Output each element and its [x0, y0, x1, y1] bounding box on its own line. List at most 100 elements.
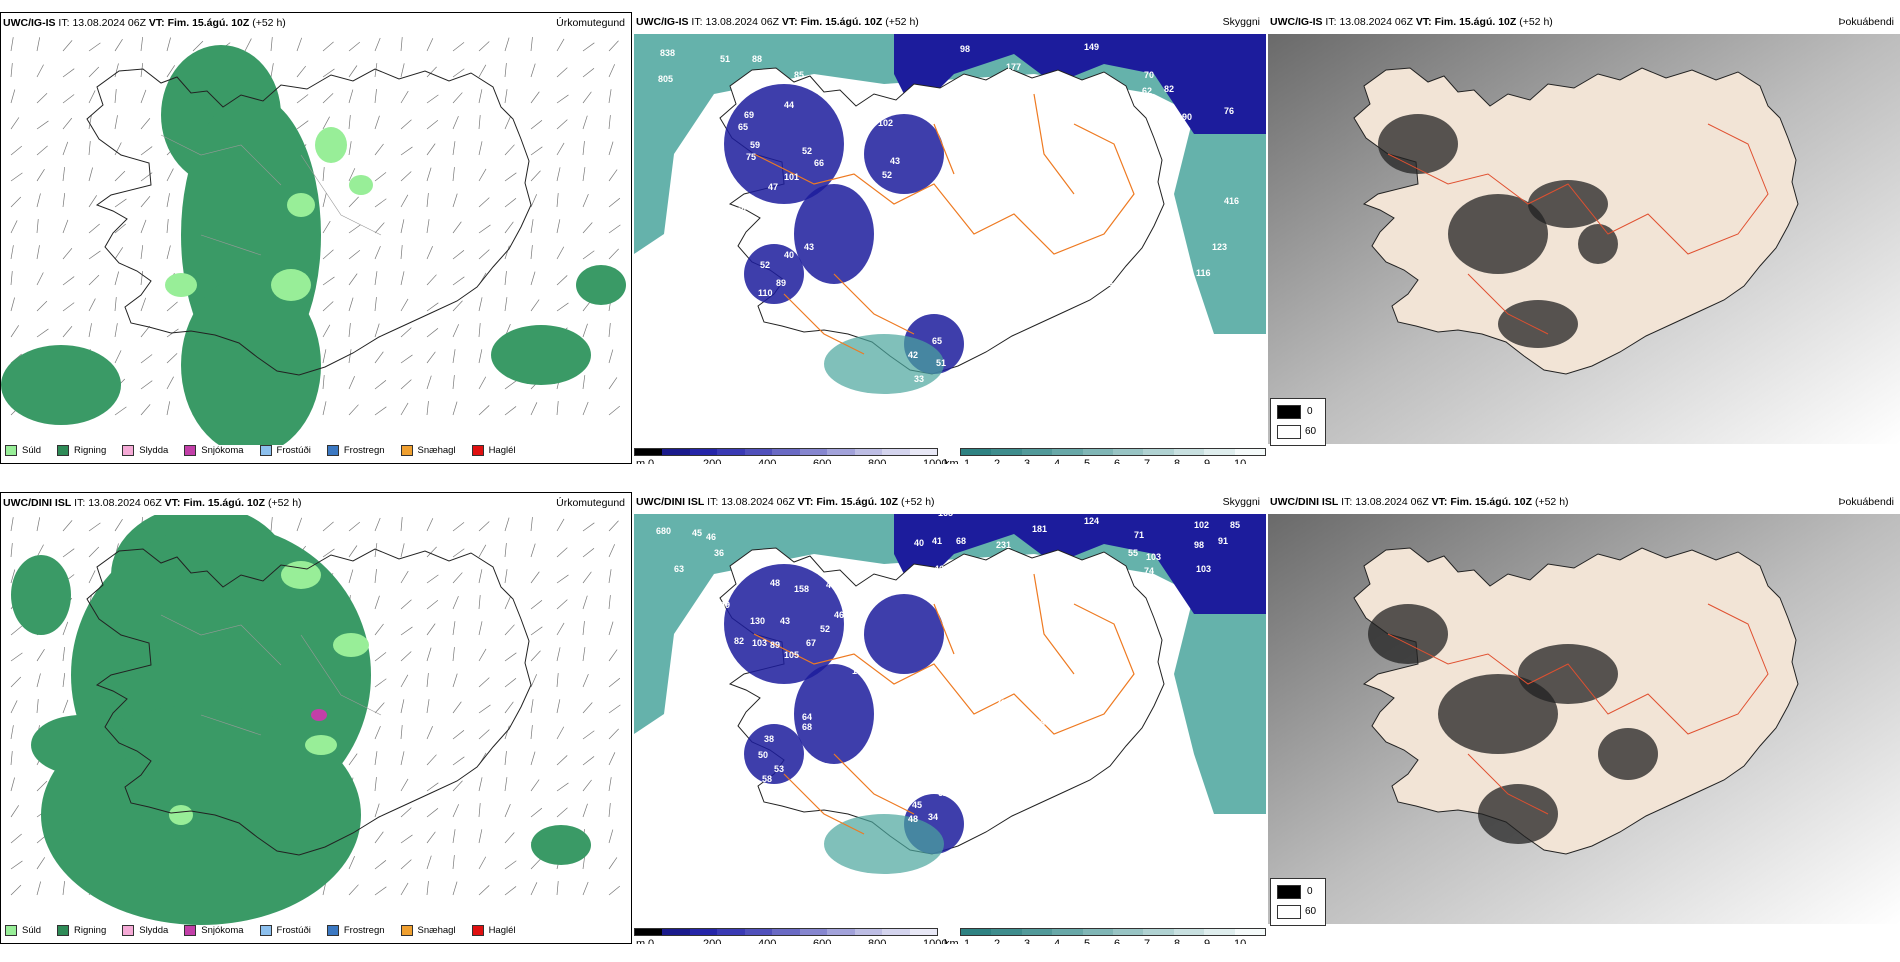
visibility-value-label: 82	[734, 636, 744, 646]
visibility-scale-tick: 8	[1174, 458, 1180, 464]
visibility-value-label: 90	[1182, 112, 1192, 122]
visibility-value-label: 82	[1164, 84, 1174, 94]
visibility-scale-bar	[960, 448, 1266, 456]
legend-label: Slydda	[139, 445, 168, 456]
panel-title: Úrkomutegund	[556, 496, 625, 510]
precip-legend-item: Snæhagl	[401, 925, 456, 936]
visibility-value-label: 85	[794, 70, 804, 80]
visibility-scales: m 0 200 400 600 800 1000 km 1 2 3 4 5 6 7 8 9 10	[634, 916, 1266, 944]
visibility-value-label: 48	[908, 814, 918, 824]
visibility-scale-tick: 4	[1054, 458, 1060, 464]
legend-swatch	[327, 445, 339, 456]
panel-title: Skyggni	[1223, 495, 1260, 509]
visibility-value-label: 47	[768, 182, 778, 192]
panel-header: UWC/IG-IS IT: 13.08.2024 06Z VT: Fim. 15…	[1270, 15, 1898, 29]
fog-legend: 0 60	[1270, 398, 1326, 446]
panel-title: Þokuábendi	[1839, 15, 1894, 29]
visibility-value-label: 101	[784, 172, 799, 182]
visibility-value-label: 68	[802, 722, 812, 732]
fog-map	[1268, 34, 1900, 444]
visibility-value-label: 81	[978, 266, 988, 276]
visibility-value-label: 123	[1212, 242, 1227, 252]
legend-swatch	[472, 445, 484, 456]
visibility-scales: m 0 200 400 600 800 1000 km 1 2 3 4 5 6 7 8 9 10	[634, 436, 1266, 464]
visibility-value-label: 62	[932, 582, 942, 592]
visibility-value-label: 50	[758, 750, 768, 760]
visibility-value-label: 62	[1142, 86, 1152, 96]
visibility-scale-tick: 3	[1024, 938, 1030, 944]
visibility-value-label: 58	[762, 774, 772, 784]
visibility-value-label: 53	[774, 764, 784, 774]
visibility-value-label: 45	[912, 800, 922, 810]
legend-label: Haglél	[489, 445, 516, 456]
height-scale-unit: m	[636, 458, 645, 464]
visibility-value-label: 41	[932, 536, 942, 546]
visibility-value-label: 130	[750, 616, 765, 626]
legend-swatch	[184, 925, 196, 936]
visibility-value-label: 40	[784, 250, 794, 260]
visibility-value-label: 103	[752, 638, 767, 648]
visibility-scale-bar	[960, 928, 1266, 936]
visibility-value-label: 177	[1006, 62, 1021, 72]
precip-legend-item: Súld	[5, 925, 41, 936]
height-scale-tick: 0	[648, 938, 654, 944]
legend-swatch	[57, 925, 69, 936]
visibility-value-label: 45	[692, 528, 702, 538]
visibility-value-label: 40	[746, 676, 756, 686]
visibility-scale-tick: 5	[1084, 458, 1090, 464]
visibility-value-label: 55	[884, 258, 894, 268]
visibility-value-label: 76	[1224, 106, 1234, 116]
visibility-value-label: 107	[974, 252, 989, 262]
legend-label: Snæhagl	[418, 925, 456, 936]
visibility-value-label: 158	[794, 584, 809, 594]
precip-type-panel: UWC/DINI ISL IT: 13.08.2024 06Z VT: Fim.…	[0, 492, 632, 944]
visibility-value-label: 46	[746, 82, 756, 92]
visibility-value-label: 168	[1098, 278, 1113, 288]
visibility-scale-tick: 6	[1114, 938, 1120, 944]
legend-swatch	[327, 925, 339, 936]
visibility-value-label: 64	[802, 712, 812, 722]
legend-swatch	[122, 925, 134, 936]
visibility-value-label: 149	[1084, 42, 1099, 52]
visibility-value-label: 128	[768, 214, 783, 224]
visibility-scale-unit: km	[944, 458, 959, 464]
legend-label: Rigning	[74, 925, 106, 936]
visibility-value-label: 85	[1230, 520, 1240, 530]
visibility-value-label: 77	[1162, 108, 1172, 118]
visibility-value-label: 46	[834, 610, 844, 620]
legend-label: Snjókoma	[201, 445, 243, 456]
visibility-value-label: 7889	[988, 232, 1008, 242]
visibility-value-label: 55	[942, 136, 952, 146]
legend-swatch	[260, 445, 272, 456]
height-scale-tick: 400	[758, 938, 776, 944]
visibility-value-label: 680	[656, 526, 671, 536]
height-scale-tick: 800	[868, 458, 886, 464]
visibility-value-label: 142	[1016, 172, 1031, 182]
visibility-value-label: 165	[938, 514, 953, 518]
legend-label: Frostúði	[277, 925, 311, 936]
legend-label: Slydda	[139, 925, 168, 936]
forecast-row-igis: UWC/IG-IS IT: 13.08.2024 06Z VT: Fim. 15…	[0, 12, 1900, 482]
visibility-value-label: 48	[770, 578, 780, 588]
height-scale-bar	[634, 928, 938, 936]
legend-label: Haglél	[489, 925, 516, 936]
visibility-value-label: 51	[720, 54, 730, 64]
legend-label: Rigning	[74, 445, 106, 456]
precip-map	[1, 35, 632, 445]
visibility-value-label: 805	[658, 74, 673, 84]
precip-legend-item: Súld	[5, 445, 41, 456]
precip-legend: Súld Rigning Slydda Snjókoma Frostúði Frostre…	[5, 921, 528, 939]
visibility-value-label: 120	[1026, 562, 1041, 572]
visibility-scale-tick: 6	[1114, 458, 1120, 464]
height-scale-tick: 400	[758, 458, 776, 464]
visibility-scale-tick: 1	[964, 938, 970, 944]
visibility-value-label: 66	[814, 158, 824, 168]
visibility-scale-unit: km	[944, 938, 959, 944]
precip-legend-item: Frostúði	[260, 445, 311, 456]
visibility-value-label: 98	[960, 44, 970, 54]
visibility-scale-tick: 9	[1204, 458, 1210, 464]
legend-swatch	[401, 925, 413, 936]
legend-label: Snjókoma	[201, 925, 243, 936]
height-scale-tick: 800	[868, 938, 886, 944]
visibility-value-label: 52	[802, 146, 812, 156]
